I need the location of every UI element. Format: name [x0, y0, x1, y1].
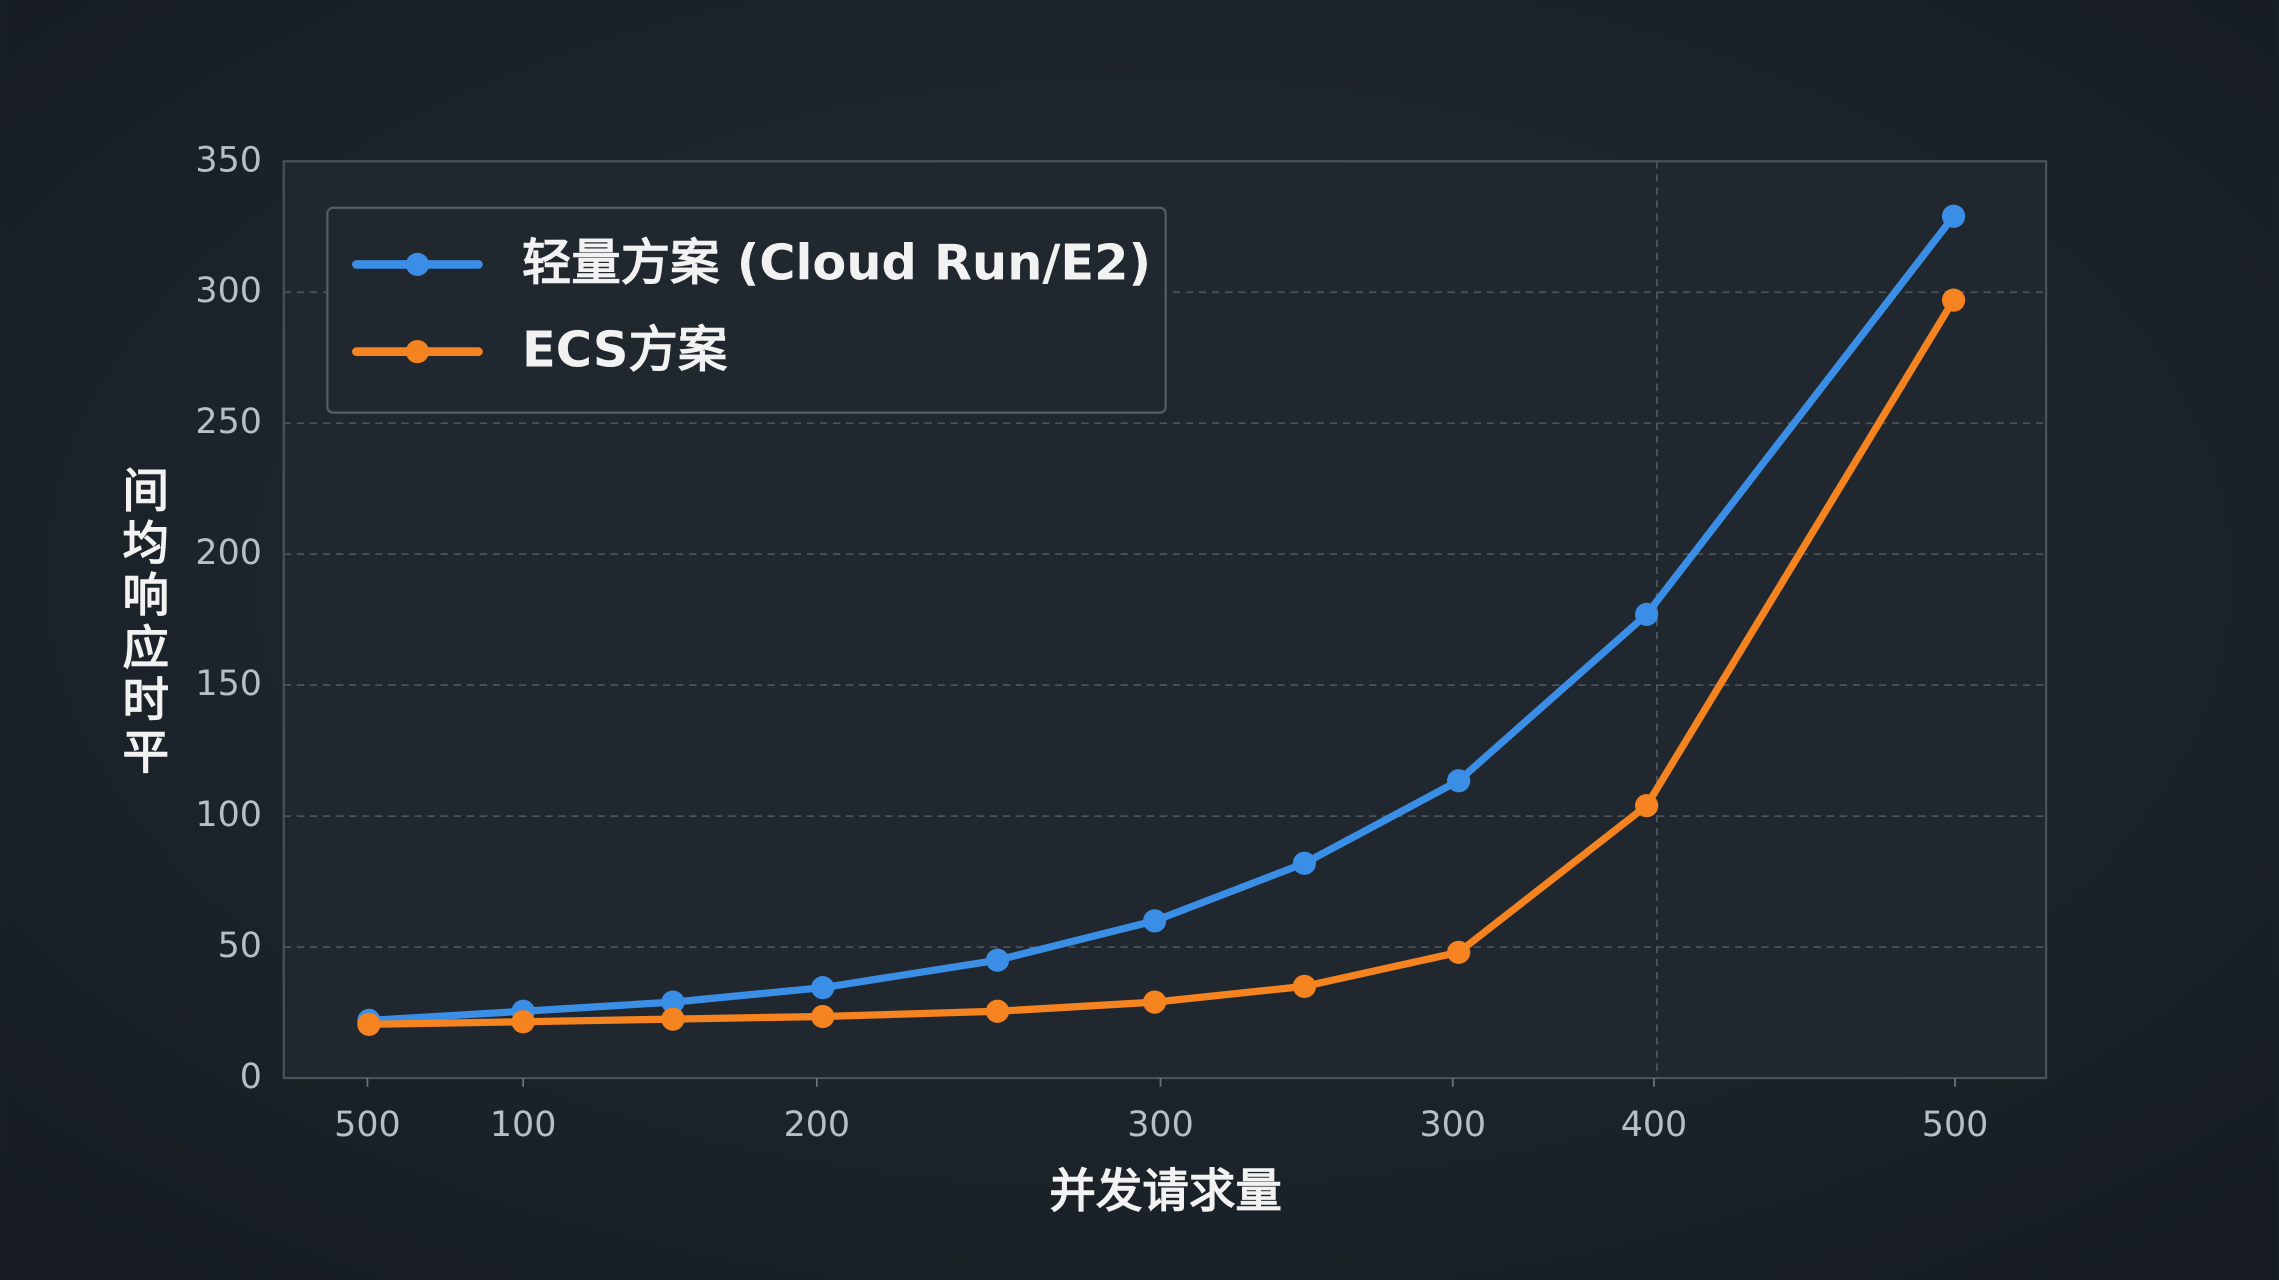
series-line [368, 214, 1957, 1025]
x-tick-label: 500 [334, 1105, 401, 1145]
data-point [985, 999, 1010, 1023]
data-point [1635, 794, 1659, 818]
y-tick-label: 300 [195, 271, 262, 311]
legend-label: ECS方案 [522, 321, 728, 379]
data-point [1941, 288, 1966, 312]
data-point [1447, 940, 1471, 964]
x-tick-label: 300 [1127, 1105, 1194, 1145]
y-tick-label: 0 [240, 1057, 262, 1097]
data-point [1447, 769, 1471, 793]
y-tick-label: 200 [195, 533, 262, 573]
x-tick-label: 200 [784, 1105, 851, 1145]
y-tick-label: 50 [218, 926, 262, 966]
x-tick-label: 500 [1922, 1105, 1989, 1145]
series-line [368, 298, 1957, 1028]
data-point [357, 1012, 381, 1036]
x-tick-label: 300 [1420, 1105, 1487, 1145]
data-point [811, 976, 835, 1000]
data-point [661, 990, 685, 1014]
y-tick-label: 250 [195, 402, 262, 442]
y-tick-label: 150 [195, 664, 262, 704]
legend-marker [405, 339, 430, 364]
data-point [985, 948, 1010, 972]
x-tick-label: 100 [490, 1105, 557, 1145]
legend-box [326, 206, 1167, 414]
data-point [1143, 990, 1167, 1014]
data-point [1292, 974, 1317, 998]
y-tick-label: 350 [195, 140, 262, 180]
data-point [661, 1007, 685, 1031]
legend-label: 轻量方案 (Cloud Run/E2) [522, 233, 1151, 291]
data-point [1635, 602, 1659, 627]
data-point [1143, 909, 1167, 933]
legend-marker [405, 252, 430, 277]
x-axis-label: 并发请求量 [1049, 1164, 1281, 1218]
x-tick-label: 400 [1621, 1105, 1688, 1145]
data-point [1292, 851, 1317, 875]
y-axis-label: 间均响应时平 [122, 463, 169, 779]
data-point [811, 1004, 835, 1029]
data-point [511, 1010, 535, 1034]
data-point [1941, 204, 1966, 228]
y-tick-label: 100 [195, 795, 262, 835]
